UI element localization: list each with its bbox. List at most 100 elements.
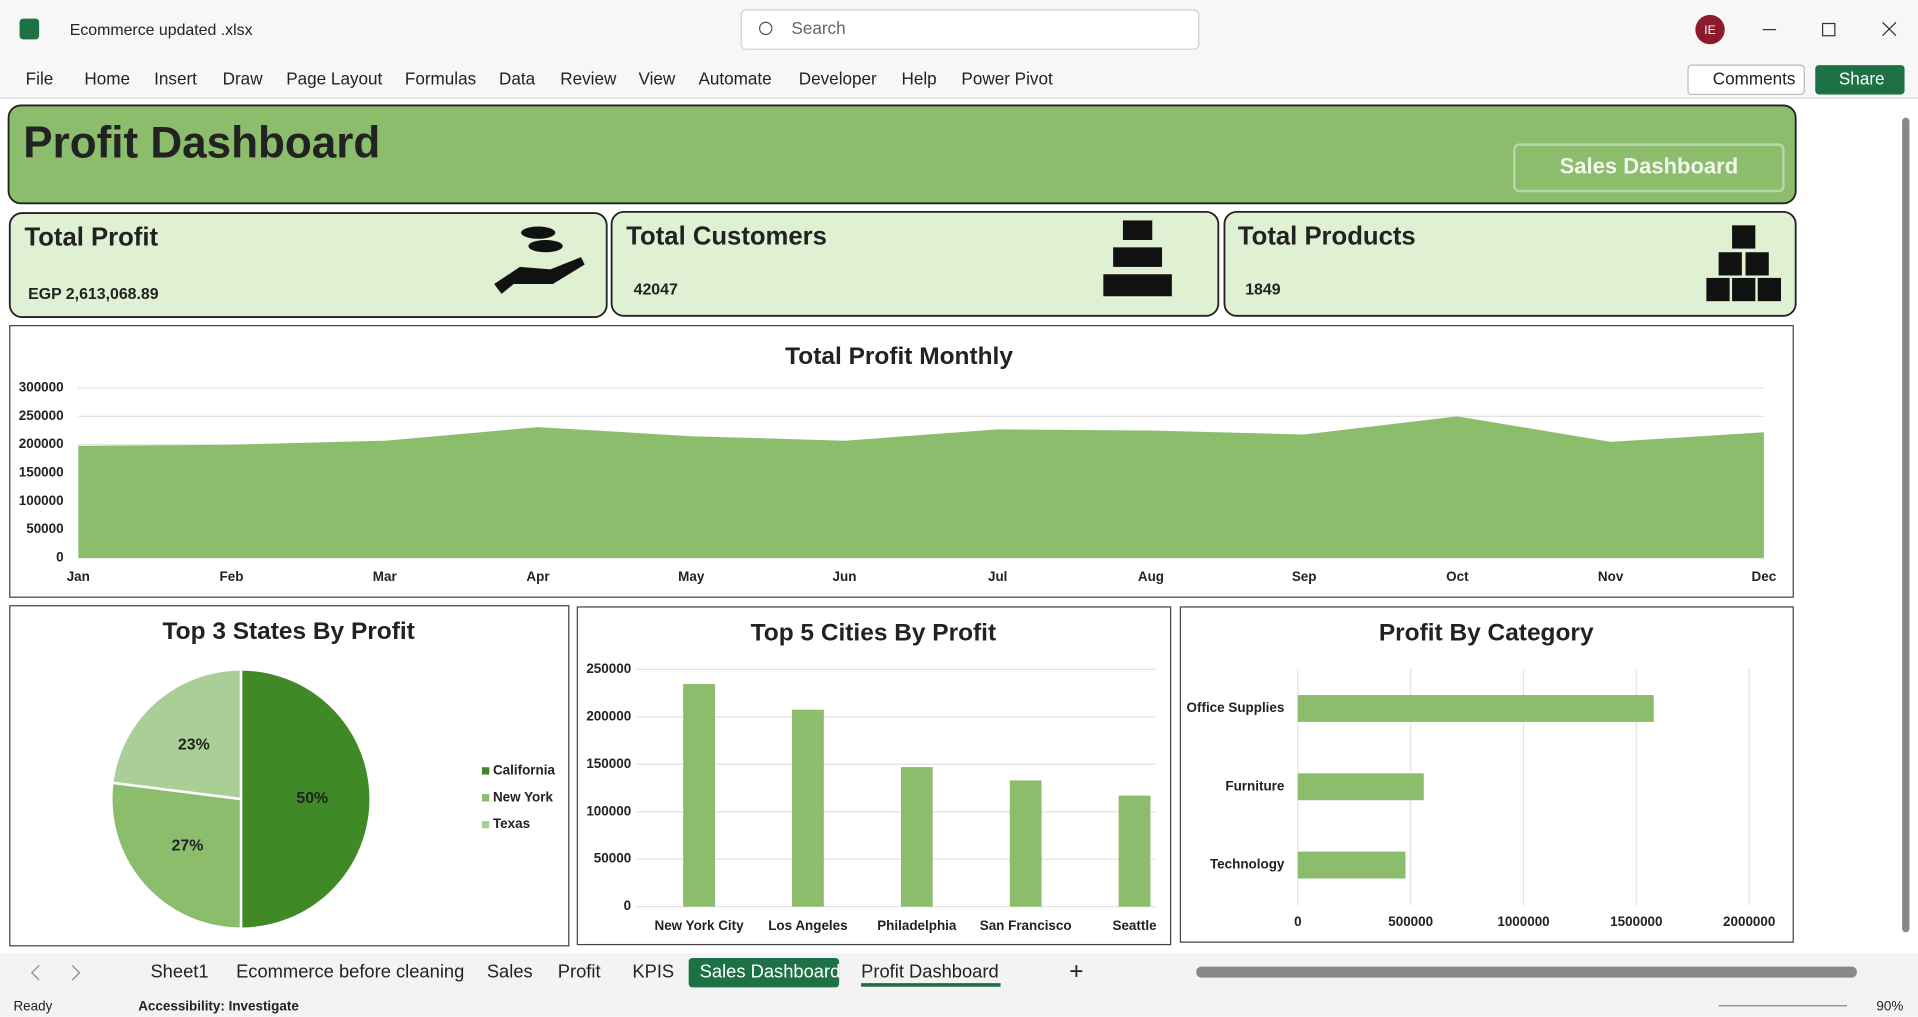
scrollbar[interactable] bbox=[1902, 117, 1910, 933]
menu-item[interactable]: File bbox=[26, 69, 54, 88]
menu-item[interactable]: Power Pivot bbox=[961, 69, 1053, 88]
charts: Total Profit Monthly 0 50000 100000 150000 20… bbox=[19, 343, 1777, 933]
y-tick-label: 100000 bbox=[586, 803, 631, 818]
legend-label: Texas bbox=[493, 816, 530, 831]
share-button[interactable] bbox=[1815, 65, 1905, 95]
area bbox=[78, 416, 1764, 559]
x-tick-label: Sep bbox=[1292, 569, 1317, 584]
legend-label: New York bbox=[493, 789, 554, 804]
menu-item[interactable]: Page Layout bbox=[286, 69, 382, 88]
bar bbox=[683, 684, 715, 907]
sales-dashboard-button[interactable] bbox=[1513, 143, 1785, 193]
add-sheet[interactable]: + bbox=[1069, 958, 1083, 985]
chart-title: Profit By Category bbox=[1379, 619, 1594, 646]
x-tick-label: Apr bbox=[526, 569, 550, 584]
customers-icon bbox=[1103, 220, 1172, 297]
x-tick-label: Philadelphia bbox=[877, 918, 957, 933]
sheet-tab[interactable]: Sales Dashboard bbox=[700, 961, 841, 982]
chart-title: Top 5 Cities By Profit bbox=[751, 619, 996, 646]
y-tick-label: 300000 bbox=[19, 380, 64, 395]
x-tick-label: 1000000 bbox=[1497, 914, 1549, 929]
y-tick-label: 50000 bbox=[26, 521, 63, 536]
avatar[interactable] bbox=[1695, 14, 1725, 45]
file-name[interactable]: Ecommerce updated .xlsx bbox=[70, 22, 253, 39]
sheet-tab[interactable]: KPIS bbox=[632, 961, 674, 982]
card bbox=[610, 210, 1220, 317]
search-box[interactable] bbox=[740, 9, 1200, 50]
x-tick-label: San Francisco bbox=[980, 918, 1072, 933]
data-label: 23% bbox=[178, 737, 210, 754]
x-tick-label: Feb bbox=[220, 569, 244, 584]
y-tick-label: 200000 bbox=[586, 708, 631, 723]
x-tick-label: 500000 bbox=[1388, 914, 1433, 929]
bar bbox=[792, 709, 824, 907]
x-tick-label: New York City bbox=[655, 918, 745, 933]
x-tick-label: 0 bbox=[1294, 914, 1301, 929]
search-icon bbox=[759, 21, 773, 36]
products-icon bbox=[1706, 225, 1781, 302]
sheet-tab[interactable]: Profit Dashboard bbox=[861, 961, 999, 982]
y-tick-label: 250000 bbox=[586, 661, 631, 676]
tabs: Sheet1 Ecommerce before cleaning Sales Prof… bbox=[150, 958, 1001, 988]
comments-label: Comments bbox=[1713, 69, 1796, 88]
sheet-tab[interactable]: Profit bbox=[558, 961, 601, 982]
menu-item[interactable]: Data bbox=[499, 69, 536, 88]
menu-item[interactable]: Draw bbox=[223, 69, 264, 88]
x-tick-label: Aug bbox=[1138, 569, 1164, 584]
legend-swatch bbox=[481, 794, 490, 802]
pie-slice bbox=[110, 668, 243, 801]
card bbox=[8, 212, 608, 318]
pie-slice bbox=[110, 781, 243, 930]
menu-item[interactable]: Automate bbox=[698, 69, 771, 88]
y-tick-label: 200000 bbox=[19, 436, 64, 451]
excel-icon[interactable] bbox=[19, 18, 40, 40]
menu: File Home Insert Draw Page Layout Formulas Dat… bbox=[26, 69, 1053, 88]
menu-item[interactable]: Review bbox=[560, 69, 617, 88]
y-tick-label: 150000 bbox=[586, 756, 631, 771]
accessibility[interactable]: Accessibility: Investigate bbox=[138, 999, 299, 1014]
sheet-tab[interactable]: Sales bbox=[487, 961, 533, 982]
bar bbox=[1297, 773, 1424, 801]
y-tick-label: Technology bbox=[1210, 857, 1285, 872]
data-label: 50% bbox=[296, 790, 328, 807]
menu-item[interactable]: Help bbox=[902, 69, 937, 88]
share-label: Share bbox=[1839, 69, 1885, 88]
zoom[interactable]: 90% bbox=[1876, 999, 1903, 1014]
bar bbox=[1297, 695, 1654, 722]
y-tick-label: Furniture bbox=[1225, 778, 1284, 793]
restore[interactable] bbox=[1821, 22, 1836, 37]
x-tick-label: Los Angeles bbox=[768, 918, 847, 933]
card bbox=[1223, 210, 1797, 317]
menu-item[interactable]: Home bbox=[84, 69, 130, 88]
bar bbox=[1009, 780, 1042, 907]
y-tick-label: 100000 bbox=[19, 493, 64, 508]
close[interactable] bbox=[1882, 21, 1897, 37]
sheet-tab[interactable]: Sheet1 bbox=[150, 961, 208, 982]
avatar-initials: IE bbox=[1704, 23, 1716, 37]
sheet-tab[interactable]: Ecommerce before cleaning bbox=[236, 961, 464, 982]
card-title: Total Customers bbox=[626, 222, 827, 250]
x-tick-label: Jul bbox=[988, 569, 1007, 584]
comments-button[interactable] bbox=[1687, 64, 1805, 96]
h-scrollbar[interactable] bbox=[1196, 966, 1857, 978]
menu-item[interactable]: Developer bbox=[799, 69, 877, 88]
menu-item[interactable]: View bbox=[639, 69, 676, 88]
y-tick-label: 0 bbox=[624, 898, 631, 913]
x-tick-label: Jun bbox=[833, 569, 857, 584]
x-tick-label: Mar bbox=[373, 569, 398, 584]
x-tick-label: May bbox=[678, 569, 705, 584]
legend-label: California bbox=[493, 762, 555, 777]
data-label: 27% bbox=[172, 837, 204, 854]
y-tick-label: Office Supplies bbox=[1187, 700, 1285, 715]
card-title: Total Profit bbox=[24, 224, 158, 252]
active-tab-bg bbox=[688, 958, 840, 988]
tab-nav[interactable] bbox=[30, 964, 81, 981]
menu-item[interactable]: Formulas bbox=[405, 69, 476, 88]
x-tick-label: 2000000 bbox=[1723, 914, 1775, 929]
card-title: Total Products bbox=[1238, 222, 1416, 250]
y-tick-label: 250000 bbox=[19, 408, 64, 423]
bar bbox=[1118, 795, 1151, 907]
menu-item[interactable]: Insert bbox=[154, 69, 197, 88]
